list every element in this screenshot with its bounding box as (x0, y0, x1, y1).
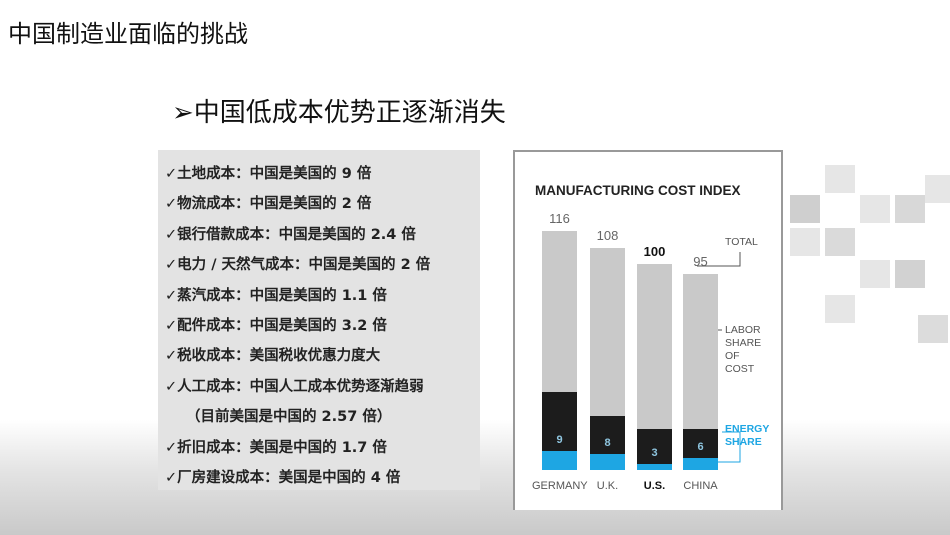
decor-square (825, 228, 855, 256)
list-item: ✓配件成本：中国是美国的 3.2 倍 (165, 318, 387, 334)
decor-square (895, 195, 925, 223)
list-item: ✓折旧成本：美国是中国的 1.7 倍 (165, 439, 387, 456)
bar-energy (683, 457, 718, 470)
energy-label: 6 (697, 440, 704, 453)
bar-labor (590, 416, 625, 454)
list-item: ✓人工成本：中国人工成本优势逐渐趋弱 (165, 378, 424, 395)
list-panel (158, 150, 480, 490)
total-label: 100 (643, 244, 666, 259)
list-item: ✓厂房建设成本：美国是中国的 4 倍 (165, 470, 401, 486)
bar-labor (637, 428, 672, 464)
list-item: ✓银行借款成本：中国是美国的 2.4 倍 (165, 226, 416, 243)
energy-label: 8 (604, 436, 611, 449)
total-label: 95 (693, 254, 708, 270)
category-label: CHINA (683, 480, 718, 492)
chart-title: MANUFACTURING COST INDEX (535, 183, 741, 198)
bar-labor (683, 428, 718, 458)
list-item: ✓税收成本：美国税收优惠力度大 (165, 348, 381, 365)
energy-label: 3 (651, 446, 658, 459)
series-label: LABOR SHARE OF COST (725, 324, 762, 375)
category-label: U.S. (643, 480, 666, 492)
list-item: ✓蒸汽成本：中国是美国的 1.1 倍 (165, 287, 387, 304)
bar-energy (637, 463, 672, 470)
total-label: 116 (549, 211, 570, 227)
decor-square (895, 260, 925, 288)
bar-labor (542, 391, 577, 452)
decor-square (925, 175, 950, 203)
total-pointer (697, 252, 741, 267)
energy-pointer (718, 431, 741, 463)
list-item: ✓物流成本：中国是美国的 2 倍 (165, 196, 372, 213)
series-label: ENERGY SHARE (725, 423, 770, 448)
category-label: GERMANY (532, 480, 588, 492)
decor-square (860, 195, 890, 223)
category-label: U.K. (596, 480, 619, 492)
decor-square (825, 165, 855, 193)
bar-energy (590, 453, 625, 470)
slide-subtitle: ➢中国低成本优势正逐渐消失 (172, 98, 506, 128)
list-item: （目前美国是中国的 2.57 倍） (186, 409, 392, 426)
decor-square (860, 260, 890, 288)
decor-square (825, 295, 855, 323)
slide-title: 中国制造业面临的挑战 (8, 20, 248, 48)
bar-energy (542, 451, 577, 470)
list-item: ✓电力 / 天然气成本：中国是美国的 2 倍 (165, 257, 431, 274)
decor-square (790, 228, 820, 256)
series-label: TOTAL (725, 236, 758, 248)
list-item: ✓土地成本：中国是美国的 9 倍 (165, 166, 372, 182)
decor-square (790, 195, 820, 223)
decor-square (918, 315, 948, 343)
energy-label: 9 (556, 434, 563, 447)
total-label: 108 (596, 227, 619, 243)
